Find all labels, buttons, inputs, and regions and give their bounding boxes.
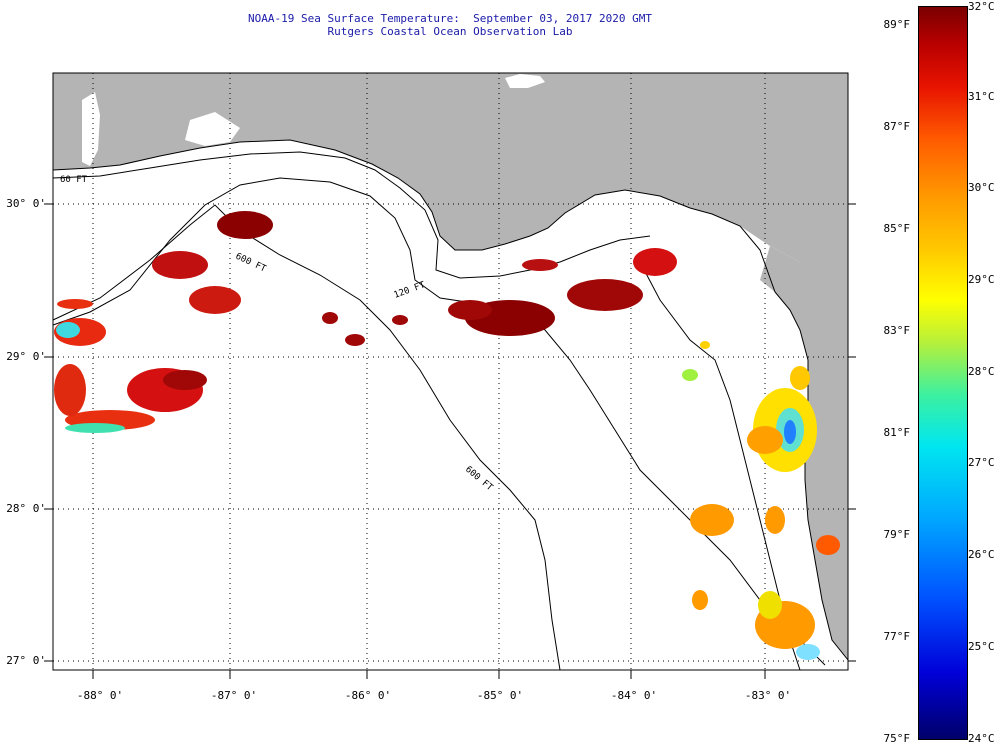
lon-label: -88° 0'	[76, 689, 124, 702]
sst-patch	[765, 506, 785, 534]
sst-patch	[816, 535, 840, 555]
sst-patch	[522, 259, 558, 271]
bay-mobile	[82, 92, 100, 166]
sst-patch	[692, 590, 708, 610]
sst-patches	[54, 211, 840, 660]
sst-patch	[54, 364, 86, 416]
lon-label: -87° 0'	[210, 689, 258, 702]
sst-patch	[567, 279, 643, 311]
sst-patch	[700, 341, 710, 349]
colorbar-f-label: 85°F	[883, 222, 911, 235]
sst-patch	[392, 315, 408, 325]
colorbar-c-label: 28°C	[968, 365, 995, 378]
axis-ticks	[44, 203, 856, 679]
sst-patch	[345, 334, 365, 346]
sst-patch	[758, 591, 782, 619]
sst-patch	[56, 322, 80, 338]
lat-label: 28° 0'	[6, 502, 46, 515]
sst-patch	[448, 300, 492, 320]
colorbar-c-label: 25°C	[968, 640, 995, 653]
colorbar-c-label: 26°C	[968, 548, 995, 561]
map-subtitle: Rutgers Coastal Ocean Observation Lab	[327, 25, 573, 38]
lake-top	[505, 74, 545, 88]
contour-600ft	[52, 204, 561, 671]
sst-patch	[152, 251, 208, 279]
colorbar-c-label: 27°C	[968, 456, 995, 469]
sst-patch	[163, 370, 207, 390]
sst-patch	[633, 248, 677, 276]
colorbar-f-label: 83°F	[883, 324, 911, 337]
map-title: NOAA-19 Sea Surface Temperature: Septemb…	[248, 12, 652, 25]
colorbar-f-label: 87°F	[883, 120, 911, 133]
sst-patch	[189, 286, 241, 314]
temperature-colorbar	[918, 6, 968, 740]
colorbar-f-label: 89°F	[883, 18, 911, 31]
lat-label: 29° 0'	[6, 350, 46, 363]
map-frame	[52, 72, 849, 671]
lon-label: -84° 0'	[610, 689, 658, 702]
colorbar-f-label: 81°F	[883, 426, 911, 439]
lon-label: -86° 0'	[344, 689, 392, 702]
sst-patch	[790, 366, 810, 390]
sst-patch	[690, 504, 734, 536]
colorbar-c-label: 24°C	[968, 732, 995, 745]
colorbar-c-label: 31°C	[968, 90, 995, 103]
contour-60ft	[52, 151, 651, 279]
sst-patch	[57, 299, 93, 309]
colorbar-c-label: 30°C	[968, 181, 995, 194]
colorbar-f-label: 77°F	[883, 630, 911, 643]
bay-pensacola	[185, 112, 240, 146]
colorbar-c-label: 29°C	[968, 273, 995, 286]
sst-patch	[217, 211, 273, 239]
lat-label: 27° 0'	[6, 654, 46, 667]
land-florida	[760, 246, 848, 660]
land-north	[53, 73, 848, 262]
lon-label: -83° 0'	[744, 689, 792, 702]
sst-patch	[682, 369, 698, 381]
sst-patch	[65, 423, 125, 433]
contour-label: 60 FT	[60, 175, 88, 185]
colorbar-f-label: 75°F	[883, 732, 911, 745]
colorbar-f-label: 79°F	[883, 528, 911, 541]
colorbar-c-label: 32°C	[968, 0, 995, 13]
sst-patch	[796, 644, 820, 660]
sst-patch	[747, 426, 783, 454]
lon-label: -85° 0'	[476, 689, 524, 702]
sst-patch	[784, 420, 796, 444]
lat-label: 30° 0'	[6, 197, 46, 210]
sst-patch	[322, 312, 338, 324]
